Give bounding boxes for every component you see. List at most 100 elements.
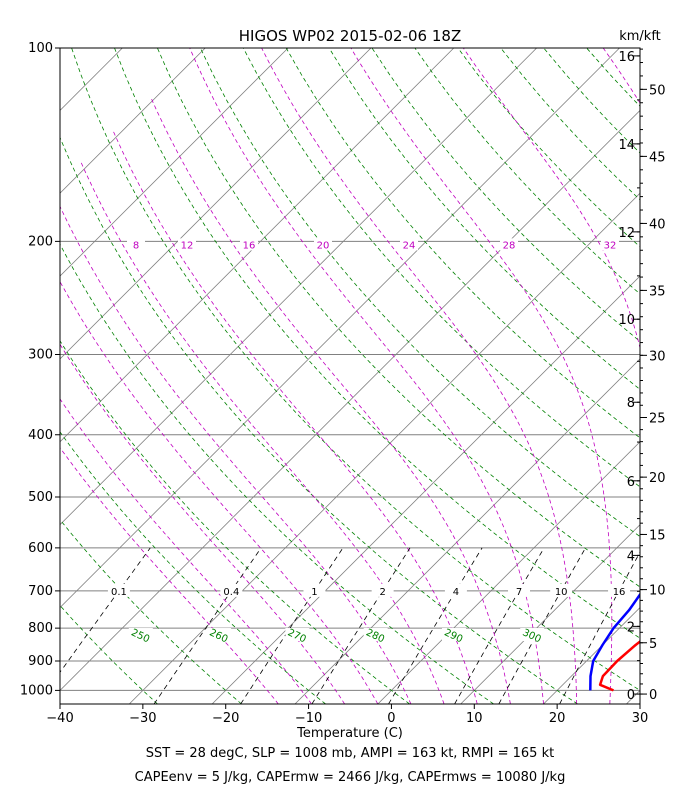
pressure-tick-label: 700 <box>28 584 53 599</box>
mixing-ratio-label: 4 <box>453 587 459 598</box>
isotherm <box>60 48 620 609</box>
moist-adiabat <box>189 48 544 704</box>
x-axis-label: Temperature (C) <box>296 726 403 741</box>
pressure-tick-label: 500 <box>28 490 53 505</box>
theta-e-label-bg <box>314 238 332 251</box>
footer-line-2: CAPEenv = 5 J/kg, CAPErmw = 2466 J/kg, C… <box>134 770 566 785</box>
isotherm <box>460 524 640 704</box>
theta-e-label: 8 <box>133 240 139 251</box>
dry-adiabat <box>371 48 640 342</box>
isotherm <box>626 689 640 704</box>
isotherm <box>60 48 289 277</box>
theta-e-label: 24 <box>403 240 416 251</box>
mixing-ratio-label: 2 <box>379 587 385 598</box>
plot-frame <box>59 47 641 705</box>
theta-e-label-bg <box>601 238 619 251</box>
theta-e-label: 20 <box>317 240 330 251</box>
moist-adiabat <box>60 280 379 704</box>
dry-adiabat <box>285 48 640 439</box>
mixing-ratio-label-bg <box>608 583 631 597</box>
theta-label-bg <box>363 628 388 642</box>
pressure-tick-label: 400 <box>28 428 53 443</box>
theta-e-label: 16 <box>243 240 256 251</box>
dry-adiabat <box>114 48 640 639</box>
theta-e-label-bg <box>127 238 145 251</box>
chart-title: HIGOS WP02 2015-02-06 18Z <box>239 27 461 45</box>
theta-e-label: 28 <box>503 240 516 251</box>
mixing-ratio-label-bg <box>220 583 243 597</box>
mixing-ratio-label: 7 <box>516 587 522 598</box>
theta-e-label: 32 <box>604 240 617 251</box>
mixing-ratio-line <box>559 551 640 704</box>
kft-tick-label: 30 <box>649 349 666 364</box>
theta-e-label-bg <box>500 238 518 251</box>
mixing-ratio-label-bg <box>444 583 467 597</box>
kft-tick-label: 35 <box>649 284 666 299</box>
moist-adiabat <box>60 343 346 704</box>
pressure-tick-label: 200 <box>28 234 53 249</box>
x-tick-label: −10 <box>295 711 322 726</box>
temperature-profile <box>598 640 640 692</box>
km-tick-label: 8 <box>627 396 635 411</box>
theta-e-label-bg <box>240 238 258 251</box>
moist-adiabat <box>60 205 412 704</box>
km-tick-label: 16 <box>618 50 635 65</box>
mixing-ratio-line <box>240 547 344 704</box>
isotherm <box>294 358 640 704</box>
mixing-ratio-line <box>60 547 151 673</box>
km-kft-axis-label: km/kft <box>619 29 661 44</box>
theta-e-label: 12 <box>181 240 194 251</box>
x-tick-label: −20 <box>212 711 239 726</box>
kft-tick-label: 20 <box>649 471 666 486</box>
pressure-tick-label: 1000 <box>20 683 53 698</box>
axes: −40 −30 −20 −10 0 10 20 30100200300400500600700… <box>20 41 666 726</box>
theta-e-label-bg <box>178 238 196 251</box>
dry-adiabat <box>60 604 158 704</box>
isotherm <box>60 48 206 194</box>
kft-tick-label: 10 <box>649 584 666 599</box>
isotherm <box>128 192 640 704</box>
km-tick-label: 4 <box>627 549 635 564</box>
kft-tick-label: 15 <box>649 528 666 543</box>
km-tick-label: 2 <box>627 620 635 635</box>
mixing-ratio-label-bg <box>371 583 394 597</box>
x-tick-label: −40 <box>46 711 73 726</box>
x-tick-label: 20 <box>549 711 566 726</box>
mixing-ratio-label: 0.1 <box>111 587 127 598</box>
x-tick-label: 0 <box>387 711 395 726</box>
moist-adiabat <box>60 398 312 704</box>
moist-adiabat <box>462 48 640 350</box>
km-tick-label: 10 <box>618 313 635 328</box>
dry-adiabat <box>157 48 640 588</box>
mixing-ratio-label: 0.4 <box>223 587 239 598</box>
dry-adiabat <box>60 136 578 704</box>
pressure-tick-label: 300 <box>28 347 53 362</box>
km-tick-label: 6 <box>627 475 635 490</box>
dry-adiabat <box>457 48 640 248</box>
kft-tick-label: 0 <box>649 688 657 703</box>
pressure-tick-label: 600 <box>28 541 53 556</box>
isotherm <box>60 48 123 111</box>
mixing-ratio-label-bg <box>107 583 130 597</box>
mixing-ratio-label: 10 <box>555 587 568 598</box>
isotherm <box>60 109 640 691</box>
dewpoint-profile <box>589 592 640 691</box>
theta-e-label-bg <box>400 238 418 251</box>
isotherm <box>60 48 537 526</box>
moist-adiabat <box>60 446 279 704</box>
km-tick-label: 12 <box>618 226 635 241</box>
moist-adiabat <box>113 131 478 704</box>
mixing-ratio-label-bg <box>550 583 573 597</box>
x-tick-label: −30 <box>129 711 156 726</box>
isotherm <box>60 48 455 443</box>
kft-tick-label: 5 <box>649 637 657 652</box>
theta-label-bg <box>520 628 545 642</box>
dry-adiabat <box>328 48 640 390</box>
moist-adiabat <box>350 48 613 704</box>
dry-adiabat <box>242 48 640 488</box>
km-tick-label: 14 <box>618 138 635 153</box>
km-tick-label: 0 <box>627 688 635 703</box>
theta-label-bg <box>441 628 466 642</box>
